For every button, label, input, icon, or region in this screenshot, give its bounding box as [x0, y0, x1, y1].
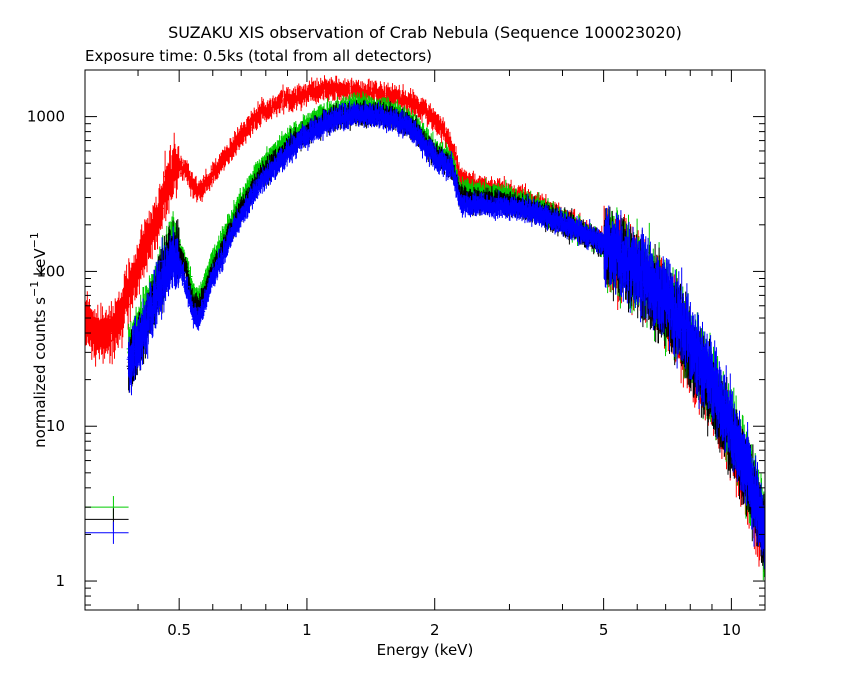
y-axis-label: normalized counts s−1 keV−1 [28, 232, 49, 448]
x-axis-tick-labels: 0.5 1 2 5 10 [167, 621, 741, 639]
error-bars [126, 100, 765, 569]
x-axis-ticks [84, 70, 732, 610]
chart-subtitle: Exposure time: 0.5ks (total from all det… [85, 47, 432, 65]
y-tick-label: 100 [36, 262, 65, 280]
detector-markers [85, 496, 129, 544]
y-tick-label: 1 [55, 572, 65, 590]
y-tick-label: 10 [46, 417, 65, 435]
y-axis-ticks [85, 69, 765, 606]
y-axis-label-exp2: −1 [28, 232, 41, 248]
x-tick-label: 5 [599, 621, 609, 639]
chart-title: SUZAKU XIS observation of Crab Nebula (S… [168, 23, 682, 42]
y-axis-label-mid: keV [31, 248, 49, 281]
plot-frame [84, 69, 766, 611]
y-axis-label-base: normalized counts s [31, 297, 49, 448]
x-axis-label: Energy (keV) [377, 641, 474, 659]
y-axis-tick-labels: 1 10 100 1000 [27, 108, 65, 590]
series-3 [126, 100, 765, 569]
x-tick-label: 2 [430, 621, 440, 639]
y-tick-label: 1000 [27, 108, 65, 126]
x-tick-label: 0.5 [167, 621, 191, 639]
plot-data-layer [85, 75, 765, 581]
x-tick-label: 1 [302, 621, 312, 639]
x-tick-label: 10 [722, 621, 741, 639]
y-axis-label-exp1: −1 [28, 281, 41, 297]
